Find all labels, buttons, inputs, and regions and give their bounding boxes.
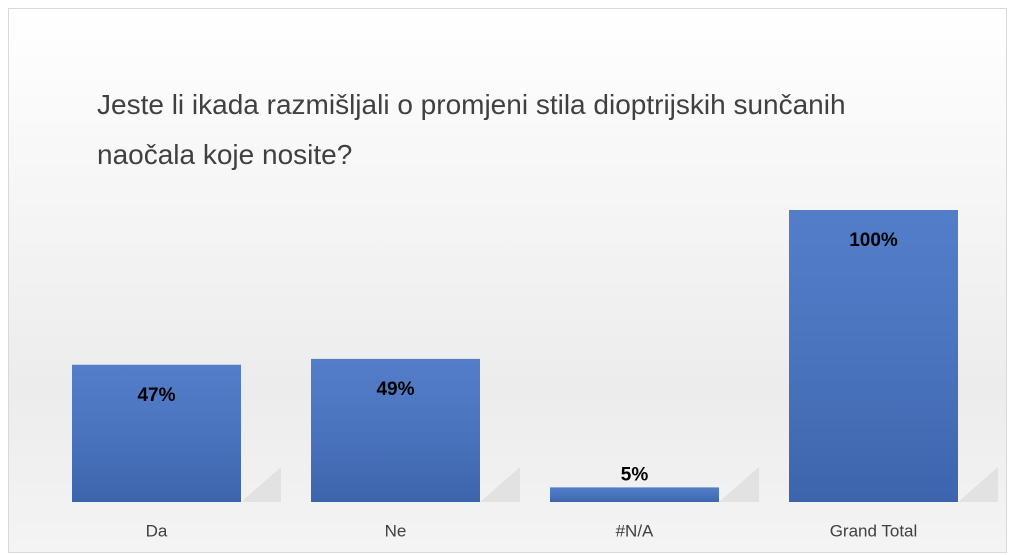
bar-shade <box>789 210 958 502</box>
x-tick-label: Ne <box>385 521 407 540</box>
chart-title: Jeste li ikada razmišljali o promjeni st… <box>97 89 846 170</box>
x-tick-label: Da <box>146 521 168 540</box>
bar-shadow <box>241 467 281 502</box>
data-label: 47% <box>137 385 175 406</box>
x-tick-label: Grand Total <box>830 521 918 540</box>
bar-shade <box>311 358 480 502</box>
data-label: 49% <box>376 379 414 400</box>
bar-shadow <box>480 467 520 502</box>
data-label: 5% <box>621 464 649 485</box>
bar-shadow <box>958 467 998 502</box>
bar-shade <box>550 487 719 502</box>
x-tick-label: #N/A <box>616 521 654 540</box>
bar-shadow <box>719 467 759 502</box>
bar-shade <box>72 364 241 502</box>
data-label: 100% <box>849 230 898 251</box>
